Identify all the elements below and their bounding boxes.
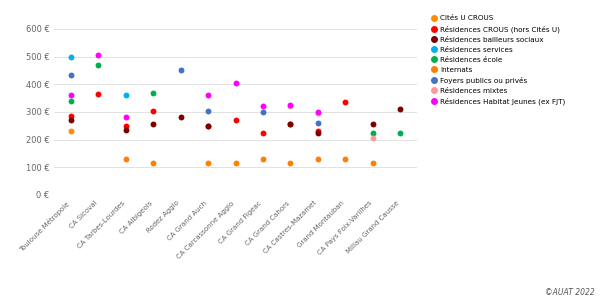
Text: ©AUAT 2022: ©AUAT 2022 [545,288,595,297]
Point [313,111,323,116]
Point [313,129,323,134]
Point [121,157,130,161]
Point [341,157,350,161]
Point [313,157,323,161]
Point [231,161,240,166]
Point [94,92,103,96]
Point [341,100,350,105]
Legend: Cités U CROUS, Résidences CROUS (hors Cités U), Résidences bailleurs sociaux, Ré: Cités U CROUS, Résidences CROUS (hors Ci… [431,15,565,105]
Point [204,93,213,98]
Point [66,93,76,98]
Point [204,161,213,166]
Point [313,130,323,135]
Point [286,103,295,107]
Point [368,136,378,141]
Point [66,118,76,123]
Point [121,128,130,132]
Point [121,93,130,98]
Point [176,68,185,73]
Point [149,122,158,127]
Point [149,90,158,95]
Point [66,72,76,77]
Point [396,130,405,135]
Point [66,98,76,103]
Point [176,115,185,120]
Point [286,104,295,109]
Point [231,80,240,85]
Point [94,62,103,67]
Point [66,129,76,134]
Point [258,110,268,114]
Point [258,104,268,109]
Point [368,161,378,166]
Point [149,108,158,113]
Point [66,54,76,59]
Point [204,123,213,128]
Point [204,123,213,128]
Point [66,114,76,118]
Point [231,118,240,123]
Point [313,121,323,125]
Point [121,123,130,128]
Point [204,108,213,113]
Point [396,107,405,112]
Point [258,157,268,161]
Point [313,110,323,114]
Point [286,161,295,166]
Point [368,130,378,135]
Point [94,53,103,58]
Point [258,130,268,135]
Point [286,122,295,127]
Point [286,122,295,127]
Point [121,115,130,120]
Point [149,161,158,166]
Point [368,122,378,127]
